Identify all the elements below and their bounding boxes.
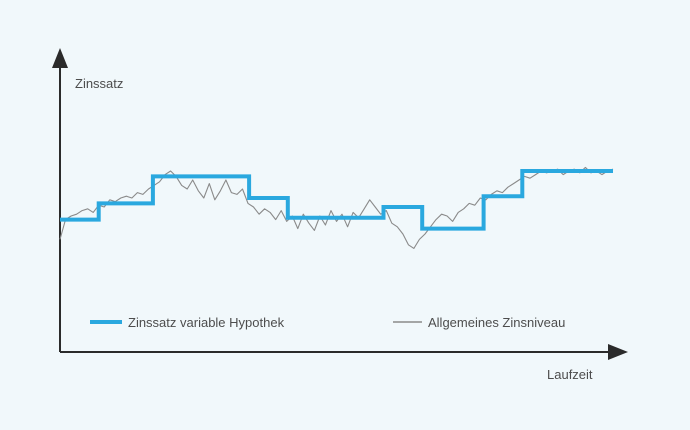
series-layer — [59, 166, 614, 249]
series-line-variable-hypothek — [60, 169, 613, 231]
legend-label-variable-hypothek: Zinssatz variable Hypothek — [128, 315, 285, 330]
x-axis-label: Laufzeit — [547, 367, 593, 382]
y-axis-arrow-icon — [52, 48, 68, 68]
y-axis-label: Zinssatz — [75, 76, 123, 91]
series-line-zinsniveau — [59, 166, 614, 249]
x-axis-arrow-icon — [608, 344, 628, 360]
axes: Zinssatz Laufzeit — [52, 48, 628, 382]
legend-label-zinsniveau: Allgemeines Zinsniveau — [428, 315, 565, 330]
legend: Zinssatz variable Hypothek Allgemeines Z… — [90, 315, 565, 330]
